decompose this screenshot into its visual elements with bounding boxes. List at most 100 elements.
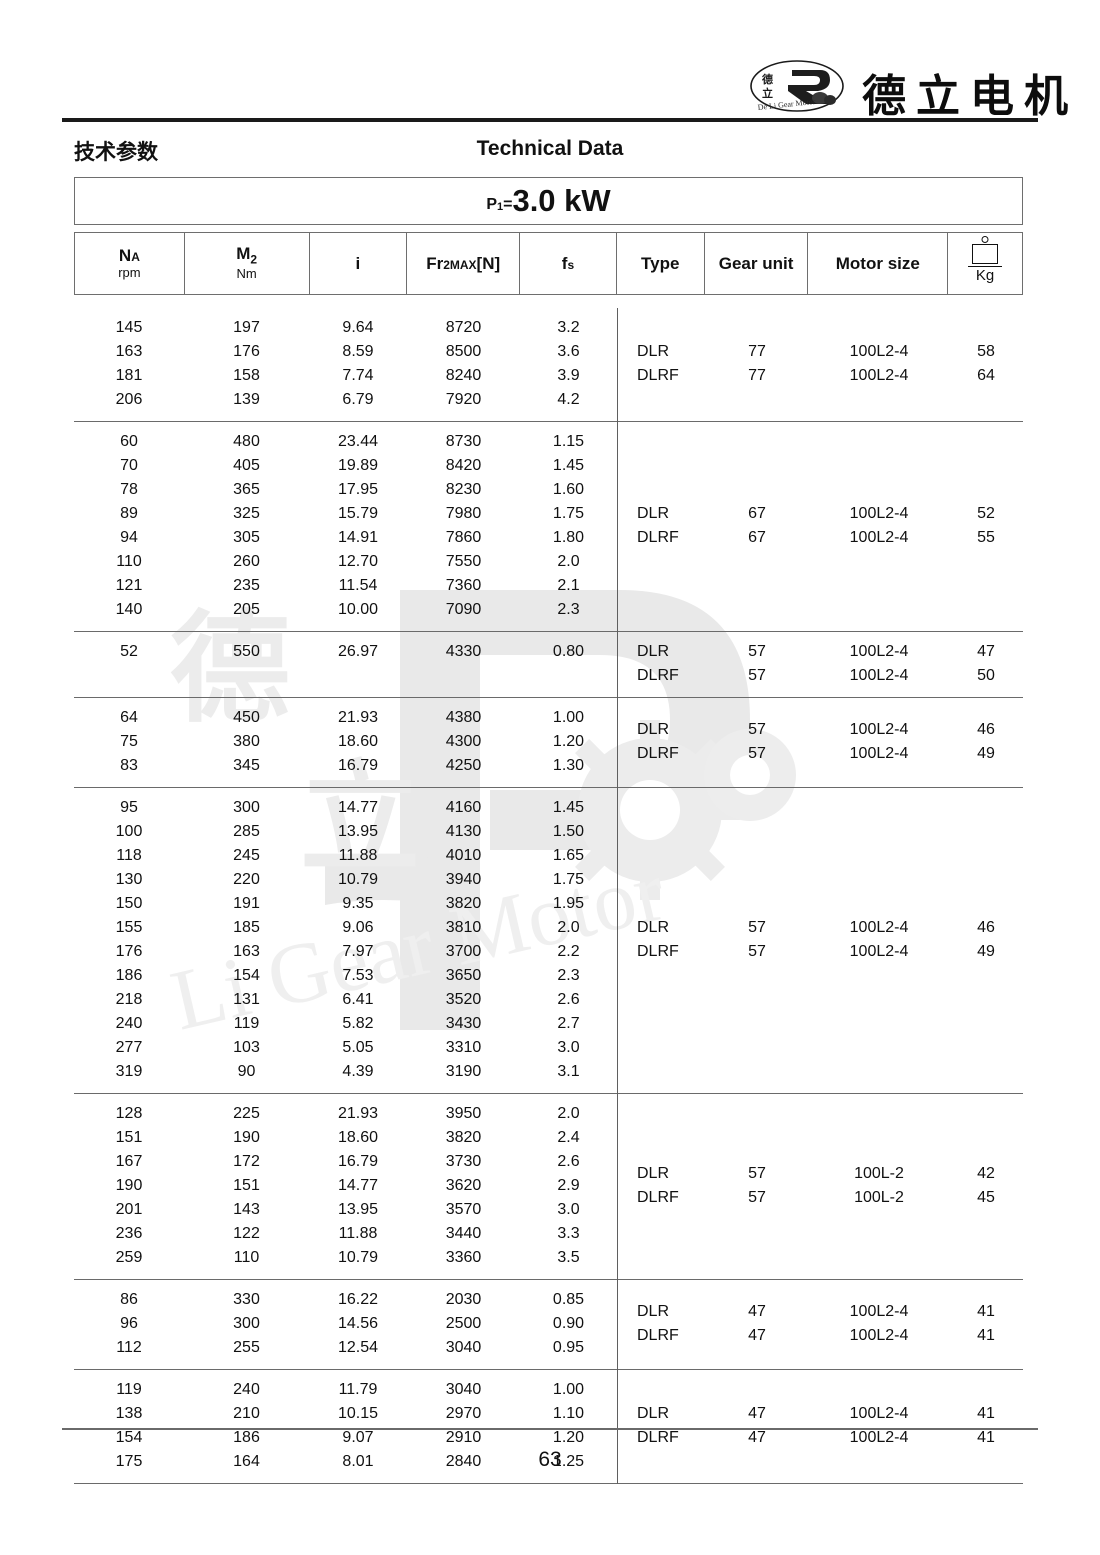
cell-m2: 143 (233, 1201, 260, 1218)
cell-i: 11.54 (338, 577, 378, 594)
cell-i: 21.93 (337, 1105, 379, 1122)
table-row: 163 176 8.59 8500 3.6 (74, 340, 617, 364)
table-row: 130 220 10.79 3940 1.75 (74, 868, 617, 892)
table-row: 112 255 12.54 3040 0.95 (74, 1336, 617, 1360)
column-header-motor-size-main: Motor size (835, 253, 920, 273)
cell-fr: 3570 (445, 1201, 482, 1218)
cell-i: 14.77 (337, 799, 379, 816)
cell-motor: 100L-2 (854, 1165, 904, 1182)
cell-gear: 47 (748, 1429, 766, 1446)
page-title-en: Technical Data (476, 137, 624, 160)
cell-fr: 3040 (445, 1339, 482, 1356)
cell-m2: 119 (233, 1015, 260, 1032)
cell-type: DLRF (637, 667, 679, 684)
cell-na: 206 (115, 391, 143, 408)
table-row: 140 205 10.00 7090 2.3 (74, 598, 617, 622)
cell-motor: 100L-2 (854, 1189, 904, 1206)
cell-i: 16.22 (337, 1291, 379, 1308)
cell-gear: 67 (748, 529, 766, 546)
table-row: 145 197 9.64 8720 3.2 (74, 316, 617, 340)
cell-fs: 1.20 (552, 733, 585, 750)
cell-gear: 57 (748, 919, 766, 936)
column-header-fs-sub: s (567, 257, 575, 272)
cell-i: 12.70 (337, 553, 379, 570)
cell-motor: 100L2-4 (849, 721, 909, 738)
cell-fs: 1.45 (552, 799, 585, 816)
cell-na: 52 (120, 643, 138, 660)
cell-fr: 8730 (445, 433, 482, 450)
variant-row: DLRF 57 100L2-4 49 (617, 742, 1023, 766)
cell-na: 167 (115, 1153, 143, 1170)
cell-m2: 480 (233, 433, 260, 450)
table-group-ratings: 119 240 11.79 3040 1.00 138 210 10.15 2970 1.10 15… (74, 1370, 617, 1483)
table-row: 236 122 11.88 3440 3.3 (74, 1222, 617, 1246)
cell-na: 78 (120, 481, 138, 498)
table-group-variants: DLR 57 100L2-4 46 DLRF 57 100L2-4 49 (617, 788, 1023, 1093)
cell-i: 8.59 (342, 343, 374, 360)
cell-na: 155 (115, 919, 143, 936)
cell-fr: 7980 (445, 505, 482, 522)
cell-fr: 7090 (445, 601, 482, 618)
power-symbol: P1= (486, 196, 513, 213)
cell-na: 130 (115, 871, 143, 888)
table-group-ratings: 64 450 21.93 4380 1.00 75 380 18.60 4300 1.20 83 34… (74, 698, 617, 787)
cell-na: 277 (115, 1039, 143, 1056)
table-group: 52 550 26.97 4330 0.80 DLR 57 100L2-4 47 DLRF 57 10… (74, 632, 1023, 698)
cell-fs: 2.6 (557, 991, 580, 1008)
cell-na: 319 (115, 1063, 143, 1080)
cell-kg: 45 (977, 1189, 995, 1206)
cell-i: 10.15 (337, 1405, 379, 1422)
cell-i: 10.00 (337, 601, 379, 618)
cell-i: 14.56 (337, 1315, 379, 1332)
cell-i: 5.82 (342, 1015, 374, 1032)
table-row: 155 185 9.06 3810 2.0 (74, 916, 617, 940)
table-group-ratings: 128 225 21.93 3950 2.0 151 190 18.60 3820 2.4 167 1… (74, 1094, 617, 1279)
cell-gear: 57 (748, 745, 766, 762)
cell-m2: 330 (233, 1291, 260, 1308)
cell-i: 16.79 (337, 757, 379, 774)
cell-fs: 1.65 (552, 847, 585, 864)
cell-kg: 47 (977, 643, 995, 660)
table-row: 86 330 16.22 2030 0.85 (74, 1288, 617, 1312)
cell-motor: 100L2-4 (849, 367, 909, 384)
cell-na: 259 (115, 1249, 143, 1266)
table-group: 60 480 23.44 8730 1.15 70 405 19.89 8420 1.45 78 36… (74, 422, 1023, 632)
variant-row: DLR 57 100L-2 42 (617, 1162, 1023, 1186)
cell-na: 150 (115, 895, 143, 912)
cell-na: 218 (115, 991, 143, 1008)
cell-gear: 57 (748, 943, 766, 960)
variant-row: DLR 57 100L2-4 46 (617, 718, 1023, 742)
variant-row: DLRF 47 100L2-4 41 (617, 1426, 1023, 1450)
table-group-variants: DLR 67 100L2-4 52 DLRF 67 100L2-4 55 (617, 422, 1023, 631)
cell-fr: 7550 (445, 553, 482, 570)
variant-row: DLR 57 100L2-4 46 (617, 916, 1023, 940)
cell-fs: 2.4 (557, 1129, 580, 1146)
column-header-i-main: i (355, 253, 361, 273)
cell-na: 186 (115, 967, 143, 984)
cell-i: 11.88 (338, 847, 378, 864)
cell-kg: 50 (977, 667, 995, 684)
cell-m2: 260 (233, 553, 260, 570)
cell-gear: 57 (748, 721, 766, 738)
cell-fr: 3820 (445, 1129, 482, 1146)
variant-row: DLR 47 100L2-4 41 (617, 1300, 1023, 1324)
cell-kg: 49 (977, 943, 995, 960)
cell-m2: 164 (233, 1453, 260, 1470)
cell-gear: 57 (748, 643, 766, 660)
column-header-weight: Kg (948, 233, 1022, 294)
table-row: 75 380 18.60 4300 1.20 (74, 730, 617, 754)
column-header-na: NA rpm (75, 233, 185, 294)
cell-na: 96 (120, 1315, 138, 1332)
cell-m2: 197 (233, 319, 260, 336)
cell-fs: 1.95 (552, 895, 585, 912)
cell-i: 9.64 (342, 319, 374, 336)
column-header-na-unit: rpm (118, 264, 141, 280)
cell-m2: 190 (233, 1129, 260, 1146)
cell-na: 110 (116, 553, 142, 570)
table-row: 121 235 11.54 7360 2.1 (74, 574, 617, 598)
cell-kg: 49 (977, 745, 995, 762)
cell-kg: 46 (977, 721, 995, 738)
cell-motor: 100L2-4 (849, 529, 909, 546)
cell-fr: 2840 (445, 1453, 482, 1470)
table-row: 64 450 21.93 4380 1.00 (74, 706, 617, 730)
